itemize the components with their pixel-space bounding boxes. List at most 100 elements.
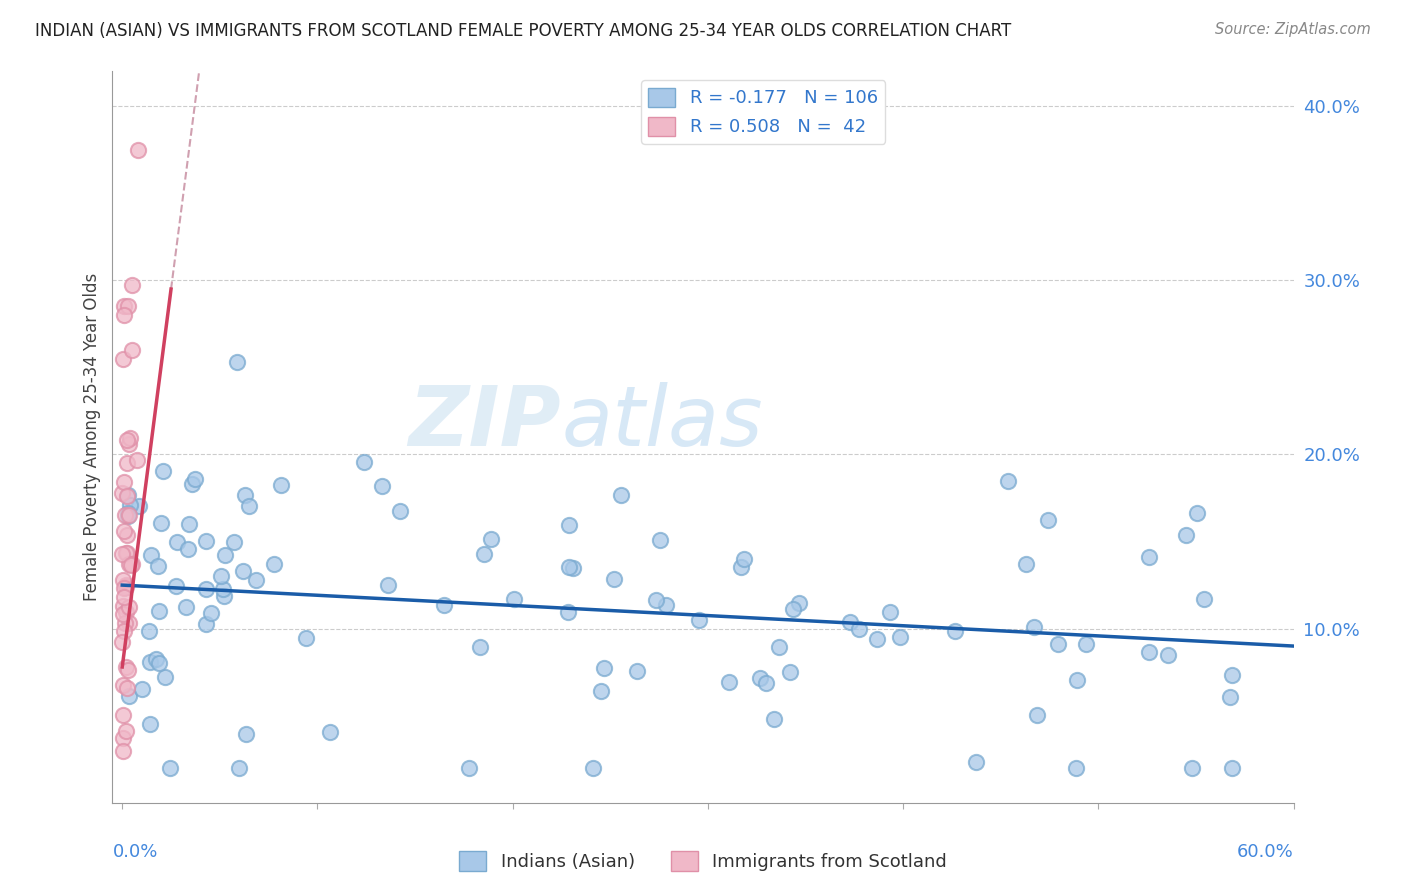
Point xyxy=(749,671,772,685)
Point xyxy=(1175,528,1198,542)
Point xyxy=(319,724,342,739)
Point xyxy=(228,761,250,775)
Point xyxy=(177,541,200,556)
Point xyxy=(141,548,163,562)
Point xyxy=(779,665,801,680)
Point xyxy=(1181,761,1204,775)
Point xyxy=(184,472,207,486)
Point xyxy=(263,557,285,571)
Point xyxy=(787,596,810,610)
Point xyxy=(733,552,755,566)
Point xyxy=(195,533,218,548)
Point xyxy=(1220,761,1243,775)
Point xyxy=(111,634,134,648)
Point xyxy=(111,708,134,723)
Point xyxy=(115,724,138,739)
Point xyxy=(194,617,217,632)
Point xyxy=(389,504,412,518)
Point xyxy=(118,599,141,614)
Text: INDIAN (ASIAN) VS IMMIGRANTS FROM SCOTLAND FEMALE POVERTY AMONG 25-34 YEAR OLDS : INDIAN (ASIAN) VS IMMIGRANTS FROM SCOTLA… xyxy=(35,22,1011,40)
Point xyxy=(879,605,901,619)
Point xyxy=(114,546,136,560)
Point xyxy=(181,477,204,491)
Point xyxy=(117,300,139,314)
Point xyxy=(117,457,139,471)
Point xyxy=(112,607,135,622)
Point xyxy=(152,464,174,478)
Point xyxy=(889,630,911,644)
Point xyxy=(1066,673,1088,687)
Point xyxy=(997,475,1019,489)
Point xyxy=(139,655,162,669)
Point xyxy=(1076,636,1098,650)
Point xyxy=(581,761,603,775)
Point xyxy=(125,453,148,467)
Point xyxy=(226,355,249,369)
Point xyxy=(470,640,492,655)
Point xyxy=(112,590,135,604)
Point xyxy=(139,717,162,731)
Point xyxy=(153,670,176,684)
Point xyxy=(1157,648,1180,662)
Legend: R = -0.177   N = 106, R = 0.508   N =  42: R = -0.177 N = 106, R = 0.508 N = 42 xyxy=(641,80,886,144)
Point xyxy=(138,624,160,639)
Point xyxy=(111,486,134,500)
Point xyxy=(848,622,870,636)
Point xyxy=(235,488,257,502)
Point xyxy=(118,557,141,571)
Point xyxy=(149,516,172,531)
Point xyxy=(472,547,495,561)
Point xyxy=(1185,506,1208,520)
Point xyxy=(557,518,579,533)
Point xyxy=(1139,550,1161,565)
Point xyxy=(118,431,141,445)
Point xyxy=(111,547,134,561)
Point xyxy=(838,615,860,629)
Point xyxy=(166,534,188,549)
Point xyxy=(270,477,292,491)
Point xyxy=(768,640,790,654)
Point xyxy=(111,599,134,614)
Point xyxy=(602,572,624,586)
Point xyxy=(112,299,135,313)
Point xyxy=(111,743,134,757)
Point xyxy=(295,631,318,645)
Point xyxy=(650,533,672,548)
Point xyxy=(117,506,139,520)
Point xyxy=(177,516,200,531)
Point xyxy=(238,499,260,513)
Point xyxy=(763,712,786,726)
Point xyxy=(174,599,197,614)
Point xyxy=(943,624,966,638)
Point xyxy=(222,534,245,549)
Point xyxy=(593,661,616,675)
Point xyxy=(121,277,143,292)
Point xyxy=(1137,645,1160,659)
Point xyxy=(121,343,143,357)
Point xyxy=(1220,668,1243,682)
Point xyxy=(117,615,139,630)
Text: Source: ZipAtlas.com: Source: ZipAtlas.com xyxy=(1215,22,1371,37)
Point xyxy=(148,656,170,670)
Point xyxy=(235,727,257,741)
Point xyxy=(159,761,181,775)
Point xyxy=(121,557,143,571)
Text: atlas: atlas xyxy=(561,382,763,463)
Point xyxy=(145,652,167,666)
Point xyxy=(117,509,139,524)
Point xyxy=(377,577,399,591)
Point xyxy=(111,573,134,587)
Point xyxy=(115,605,138,619)
Point xyxy=(558,560,581,574)
Point xyxy=(112,308,135,322)
Point xyxy=(232,564,254,578)
Point xyxy=(717,675,740,690)
Point xyxy=(200,606,222,620)
Point xyxy=(212,590,235,604)
Point xyxy=(128,499,150,513)
Point xyxy=(645,592,668,607)
Point xyxy=(370,478,392,492)
Point xyxy=(214,548,236,562)
Point xyxy=(1192,591,1215,606)
Point xyxy=(148,559,170,574)
